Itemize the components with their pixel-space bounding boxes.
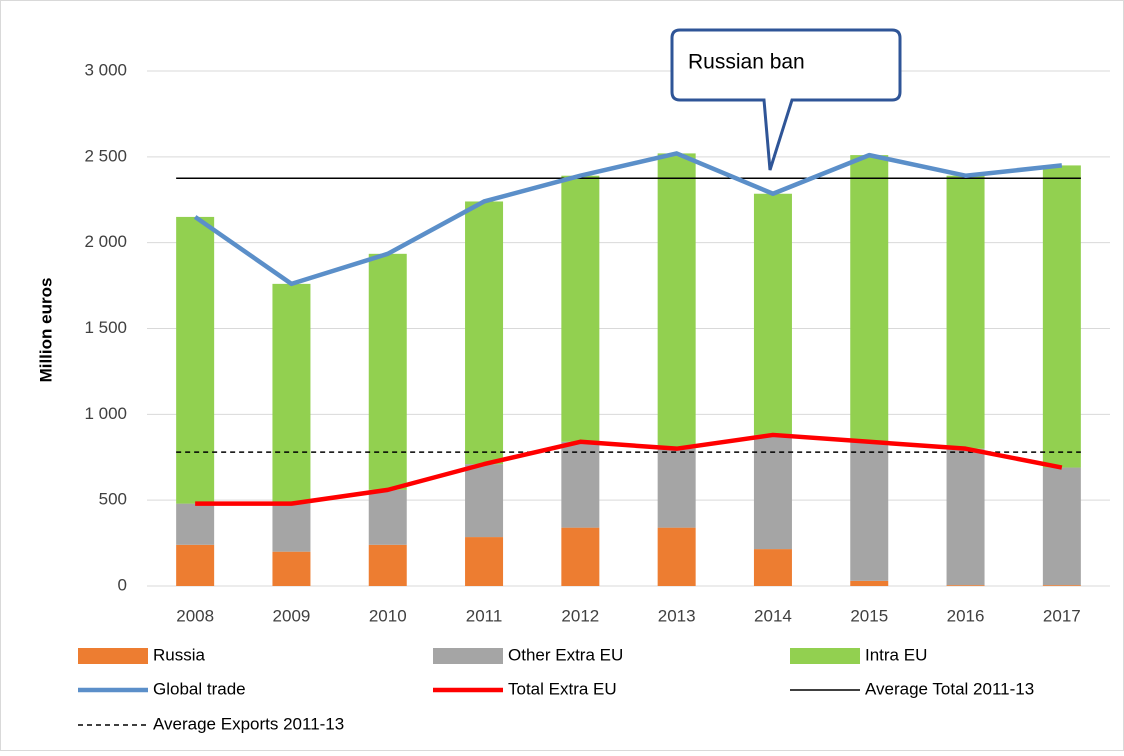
legend-swatch bbox=[433, 648, 503, 664]
line bbox=[195, 432, 1063, 506]
legend-label: Global trade bbox=[153, 679, 246, 698]
bar bbox=[946, 585, 985, 586]
x-tick-label: 2010 bbox=[369, 606, 407, 625]
bar bbox=[176, 216, 215, 504]
bar bbox=[753, 549, 792, 586]
bar bbox=[1042, 467, 1081, 586]
x-tick-label: 2011 bbox=[466, 606, 503, 625]
bar bbox=[1042, 585, 1081, 586]
y-tick-label: 1 500 bbox=[84, 318, 127, 337]
bar bbox=[368, 253, 407, 490]
x-tick-label: 2008 bbox=[176, 606, 214, 625]
bar bbox=[465, 537, 504, 586]
bar bbox=[272, 551, 311, 586]
y-tick-label: 1 000 bbox=[84, 404, 127, 423]
bar bbox=[657, 153, 696, 449]
bar bbox=[753, 434, 792, 550]
bar bbox=[465, 201, 504, 465]
bar bbox=[850, 155, 889, 442]
bar bbox=[368, 544, 407, 586]
bar bbox=[657, 448, 696, 528]
bar bbox=[176, 503, 215, 545]
bar bbox=[946, 175, 985, 449]
bar bbox=[657, 527, 696, 586]
legend-swatch bbox=[790, 648, 860, 664]
y-tick-label: 0 bbox=[118, 575, 127, 594]
y-tick-label: 3 000 bbox=[84, 60, 127, 79]
legend-label: Average Exports 2011-13 bbox=[153, 714, 344, 733]
x-tick-label: 2016 bbox=[947, 606, 985, 625]
bar bbox=[561, 441, 600, 528]
bar bbox=[176, 544, 215, 586]
bar bbox=[753, 193, 792, 435]
legend-label: Total Extra EU bbox=[508, 679, 617, 698]
legend-label: Other Extra EU bbox=[508, 645, 623, 664]
bar bbox=[561, 175, 600, 442]
y-tick-label: 500 bbox=[99, 490, 127, 509]
legend-label: Intra EU bbox=[865, 645, 927, 664]
x-tick-label: 2017 bbox=[1043, 606, 1081, 625]
bar bbox=[946, 448, 985, 586]
x-tick-label: 2014 bbox=[754, 606, 792, 625]
y-axis-label: Million euros bbox=[36, 278, 55, 383]
annotation: Russian ban bbox=[688, 51, 805, 74]
x-tick-label: 2012 bbox=[561, 606, 599, 625]
line bbox=[193, 151, 1063, 287]
callout bbox=[670, 28, 902, 171]
legend-swatch bbox=[78, 648, 148, 664]
bar bbox=[1042, 165, 1081, 468]
bar bbox=[561, 527, 600, 586]
y-tick-label: 2 000 bbox=[84, 232, 127, 251]
y-tick-label: 2 500 bbox=[84, 146, 127, 165]
x-tick-label: 2009 bbox=[273, 606, 311, 625]
bar bbox=[272, 283, 311, 504]
bar bbox=[850, 580, 889, 586]
bar bbox=[465, 464, 504, 538]
legend-label: Russia bbox=[153, 645, 206, 664]
bar bbox=[850, 441, 889, 581]
bar bbox=[368, 489, 407, 545]
legend-label: Average Total 2011-13 bbox=[865, 679, 1034, 698]
x-tick-label: 2013 bbox=[658, 606, 696, 625]
bar bbox=[272, 503, 311, 552]
x-tick-label: 2015 bbox=[850, 606, 888, 625]
